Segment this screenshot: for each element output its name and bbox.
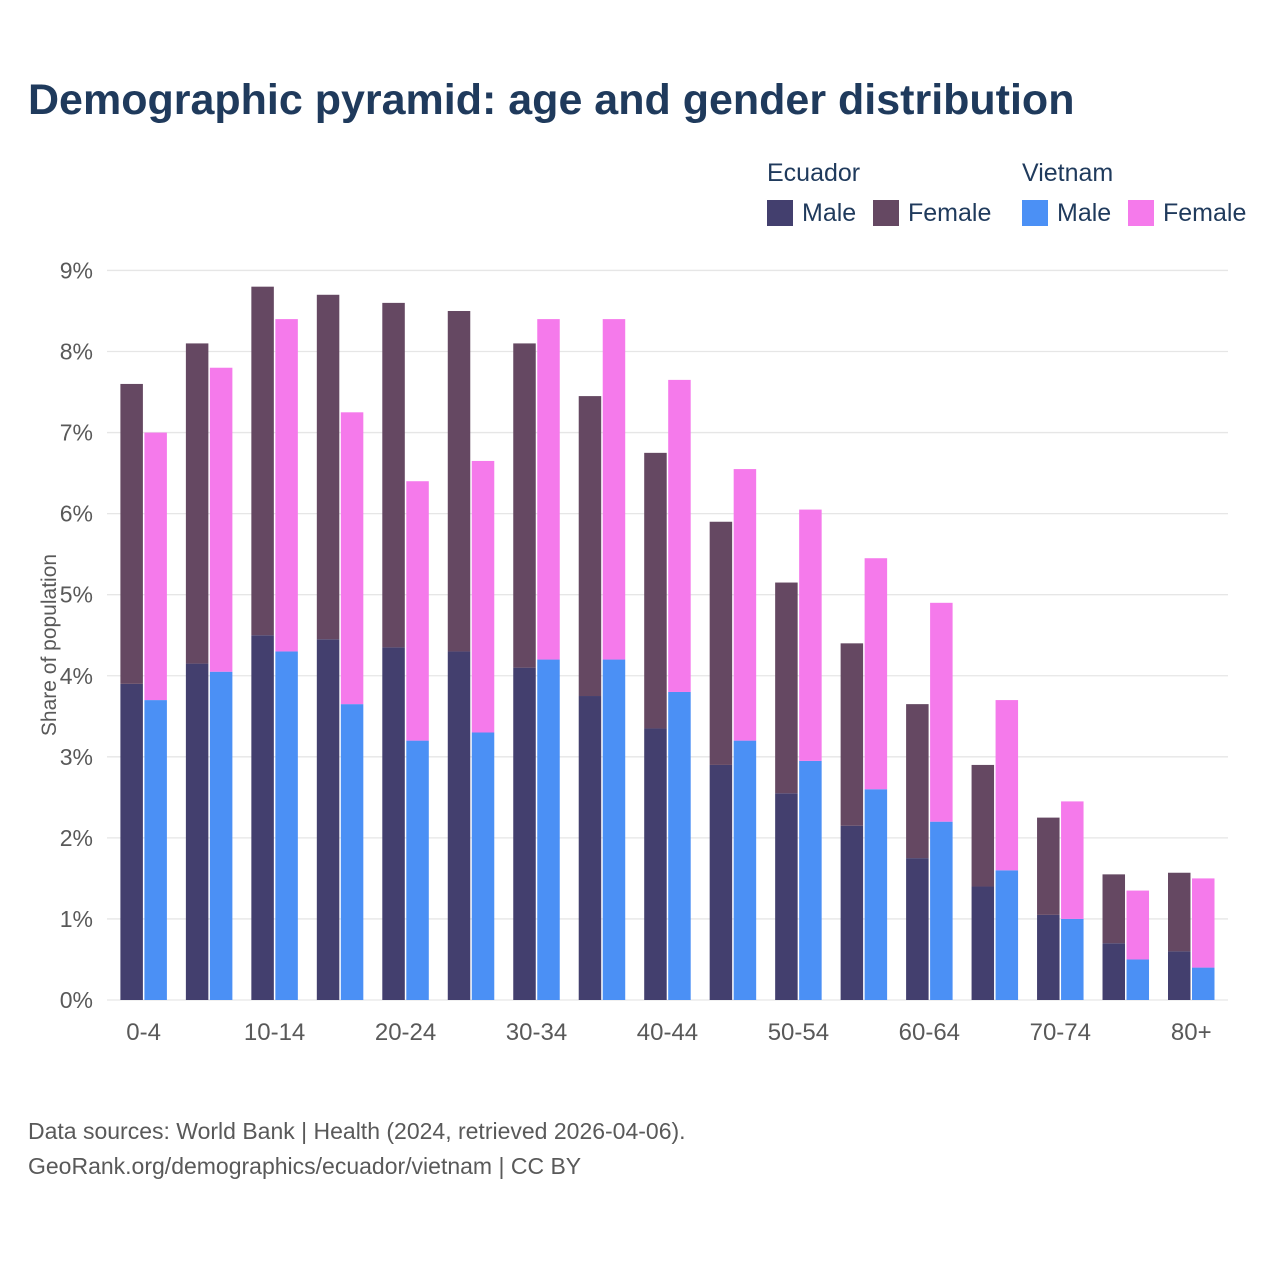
svg-text:6%: 6% — [60, 501, 93, 527]
svg-text:8%: 8% — [60, 339, 93, 365]
svg-text:0%: 0% — [60, 987, 93, 1013]
svg-text:2%: 2% — [60, 825, 93, 851]
svg-text:5%: 5% — [60, 582, 93, 608]
svg-text:80+: 80+ — [1171, 1019, 1212, 1046]
svg-text:4%: 4% — [60, 663, 93, 689]
svg-text:30-34: 30-34 — [506, 1019, 567, 1046]
svg-text:10-14: 10-14 — [244, 1019, 305, 1046]
svg-text:70-74: 70-74 — [1030, 1019, 1091, 1046]
svg-text:9%: 9% — [60, 257, 93, 283]
svg-text:7%: 7% — [60, 420, 93, 446]
svg-text:40-44: 40-44 — [637, 1019, 698, 1046]
svg-text:60-64: 60-64 — [899, 1019, 960, 1046]
svg-text:20-24: 20-24 — [375, 1019, 436, 1046]
svg-text:50-54: 50-54 — [768, 1019, 829, 1046]
svg-text:1%: 1% — [60, 906, 93, 932]
svg-text:3%: 3% — [60, 744, 93, 770]
svg-text:0-4: 0-4 — [126, 1019, 161, 1046]
